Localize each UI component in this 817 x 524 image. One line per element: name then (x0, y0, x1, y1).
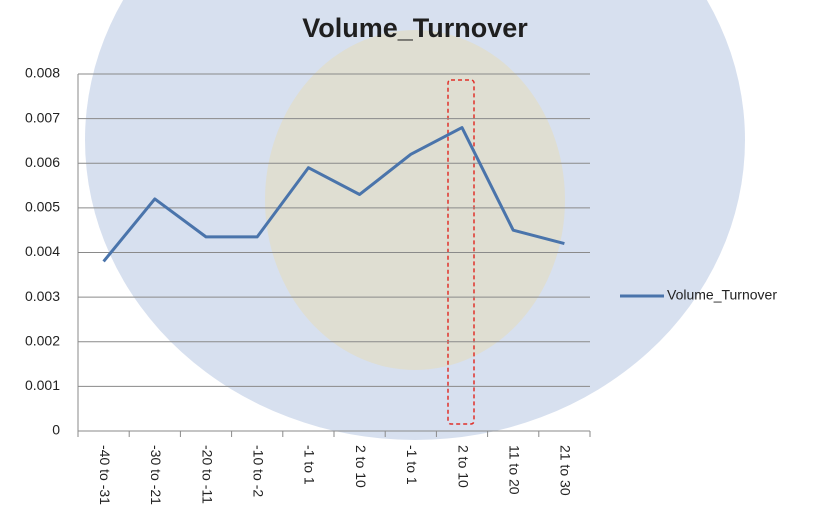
y-tick-label: 0.007 (25, 109, 60, 125)
x-tick-label: -40 to -31 (97, 445, 113, 505)
y-tick-label: 0.003 (25, 288, 60, 304)
x-tick-label: 11 to 20 (506, 445, 522, 495)
x-tick-label: 21 to 30 (558, 445, 574, 496)
series-line (102, 126, 565, 263)
y-tick-label: 0.004 (25, 243, 60, 259)
x-tick-label: -1 to 1 (302, 445, 318, 485)
y-tick-label: 0 (52, 422, 60, 438)
x-tick-label: -10 to -2 (250, 445, 266, 497)
y-tick-label: 0.002 (25, 332, 60, 348)
x-tick-label: -1 to 1 (404, 445, 420, 485)
x-tick-label: 2 to 10 (353, 445, 369, 488)
chart-title: Volume_Turnover (302, 13, 528, 43)
x-tick-label: 2 to 10 (455, 445, 471, 488)
watermark (85, 0, 745, 440)
y-tick-label: 0.001 (25, 377, 60, 393)
legend-label: Volume_Turnover (667, 287, 777, 303)
x-tick-label: -30 to -21 (148, 445, 164, 505)
y-tick-label: 0.008 (25, 65, 60, 81)
y-tick-label: 0.006 (25, 154, 60, 170)
x-tick-label: -20 to -11 (199, 445, 215, 504)
y-tick-label: 0.005 (25, 199, 60, 215)
